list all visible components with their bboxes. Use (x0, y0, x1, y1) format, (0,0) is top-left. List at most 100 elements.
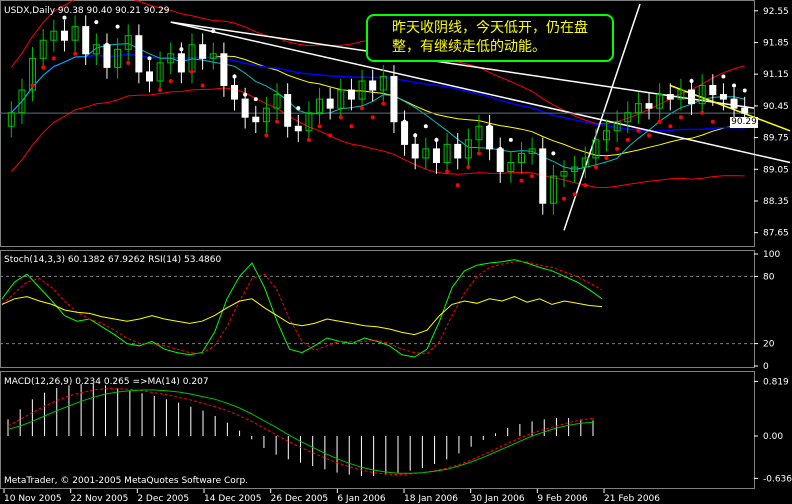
candle (231, 74, 239, 111)
candle (209, 42, 217, 70)
candle-body (401, 121, 409, 145)
1-tick-label: 20 (763, 340, 775, 350)
candle (422, 137, 430, 170)
stoch-k-line (1, 259, 603, 358)
candle-body (688, 89, 696, 105)
candle-body (29, 57, 37, 91)
sar-dot (413, 133, 418, 138)
sar-dot (200, 83, 205, 88)
candle (156, 51, 164, 93)
candle (18, 78, 26, 124)
candle-body (167, 53, 175, 64)
sar-dot (243, 92, 248, 97)
sar-dot (94, 20, 99, 25)
candle (603, 119, 611, 152)
candle (560, 160, 568, 188)
candle (220, 42, 228, 97)
sar-dot (232, 74, 237, 79)
candle (60, 19, 68, 52)
candle (549, 164, 557, 215)
sar-dot (625, 137, 630, 142)
sar-dot (317, 124, 322, 129)
sar-dot (700, 110, 705, 115)
candle (464, 128, 472, 170)
bollinger-lower-line (10, 87, 745, 189)
candle-body (741, 107, 749, 114)
candle-body (177, 53, 185, 73)
sar-dot (551, 151, 556, 156)
candle-body (624, 112, 632, 123)
sar-dot (455, 183, 460, 188)
candle-body (719, 94, 727, 100)
candle-body (145, 71, 153, 82)
candle-body (231, 85, 239, 100)
sar-dot (221, 60, 226, 65)
candle (411, 133, 419, 170)
candle-body (486, 125, 494, 150)
candle (82, 15, 90, 66)
sar-dot (647, 133, 652, 138)
sar-dot (115, 24, 120, 29)
sar-dot (211, 29, 216, 34)
candle (379, 65, 387, 102)
candle (50, 19, 58, 52)
sar-dot (147, 56, 152, 61)
candle (369, 69, 377, 102)
candle-body (634, 103, 642, 114)
time-tick-label: 21 Feb 2006 (604, 494, 660, 504)
sar-dot (253, 97, 258, 102)
candle (347, 78, 355, 111)
candle-body (273, 94, 281, 109)
sar-dot (190, 69, 194, 74)
sar-dot (562, 196, 566, 201)
sar-dot (179, 47, 184, 52)
trendline-support (563, 3, 641, 231)
candle (135, 24, 143, 84)
sar-dot (423, 124, 428, 129)
candle (634, 92, 642, 124)
sar-dot (540, 178, 545, 183)
candle-body (645, 103, 653, 109)
stoch-d-line (1, 261, 603, 355)
candle (92, 33, 100, 66)
sar-dot (275, 119, 280, 124)
candle (581, 146, 589, 179)
sar-dot (636, 128, 641, 133)
candle-body (7, 112, 15, 127)
2-tick-label: 0.819 (763, 377, 789, 387)
0-tick-label: 91.15 (763, 70, 789, 80)
candle (29, 47, 37, 102)
sar-dot (721, 74, 726, 79)
sar-dot (104, 42, 109, 47)
candle-body (507, 161, 515, 173)
time-tick-label: 18 Jan 2006 (404, 494, 458, 504)
macd-title: MACD(12,26,9) 0.234 0.265 =>MA(14) 0.207 (4, 377, 209, 387)
sar-dot (41, 65, 46, 70)
stoch-pane-frame (0, 250, 755, 368)
candle-body (560, 171, 568, 177)
candle-body (252, 116, 260, 123)
candle-body (443, 143, 451, 163)
candle (273, 83, 281, 120)
candle-body (666, 94, 674, 100)
candle-body (39, 39, 47, 59)
0-tick-label: 89.75 (763, 134, 789, 144)
candle-body (422, 148, 430, 159)
sar-dot (338, 115, 343, 120)
candle-body (358, 80, 366, 100)
candle (124, 24, 132, 61)
candle (507, 151, 515, 183)
candle-body (369, 80, 377, 91)
candle (358, 69, 366, 111)
stoch-rsi-pane: 100 80 20 0 (0, 250, 780, 372)
sar-dot (370, 115, 375, 120)
candle-body (103, 44, 111, 68)
candle (528, 137, 536, 165)
candle-body (475, 125, 483, 141)
candle (71, 15, 79, 52)
0-tick-label: 87.65 (763, 229, 789, 239)
candle-body (284, 94, 292, 127)
time-tick-label: 2 Dec 2005 (137, 494, 189, 504)
candle (39, 28, 47, 70)
